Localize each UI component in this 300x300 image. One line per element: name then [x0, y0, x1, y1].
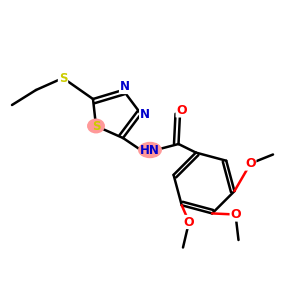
Text: N: N	[119, 80, 130, 94]
Text: S: S	[59, 71, 67, 85]
Text: O: O	[184, 215, 194, 229]
Text: O: O	[176, 104, 187, 117]
Ellipse shape	[88, 119, 104, 133]
Text: O: O	[230, 208, 241, 221]
Text: O: O	[245, 157, 256, 170]
Text: S: S	[92, 119, 100, 133]
Text: HN: HN	[140, 143, 160, 157]
Ellipse shape	[139, 142, 161, 158]
Text: N: N	[140, 107, 150, 121]
